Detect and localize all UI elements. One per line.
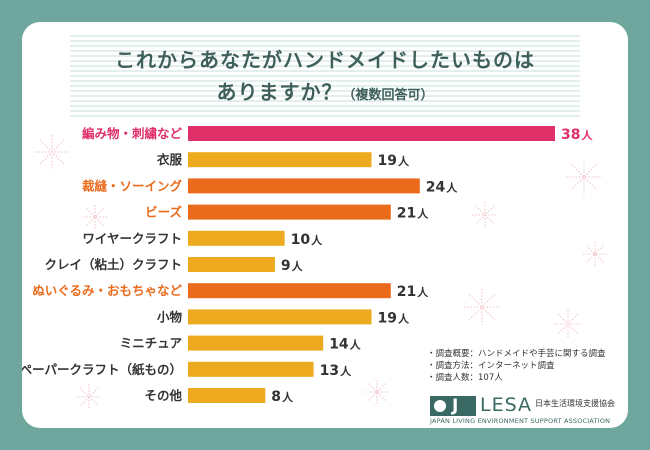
category-label: ビーズ [145, 205, 182, 220]
bar [188, 361, 314, 377]
value-unit: 人 [417, 207, 429, 221]
title-line-1: これからあなたがハンドメイドしたいものは [115, 48, 535, 72]
bar [188, 257, 275, 272]
survey-note-overview: ・調査概要：ハンドメイドや手芸に関する調査 [427, 349, 606, 359]
logo-name: LESA [480, 394, 533, 416]
snowflake-icon [35, 135, 69, 169]
logo-letter: J [452, 396, 459, 416]
value-unit: 人 [311, 233, 323, 247]
category-label: ミニチュア [120, 336, 182, 351]
snowflake-icon [566, 159, 602, 195]
bar [188, 152, 372, 168]
title-box: これからあなたがハンドメイドしたいものは ありますか？（複数回答可） [70, 32, 580, 118]
bar [188, 204, 391, 220]
value-number: 19 [378, 310, 397, 326]
value-label: 24人 [426, 179, 458, 195]
value-label: 38人 [561, 127, 593, 143]
category-label: その他 [144, 388, 182, 403]
value-number: 38 [561, 127, 580, 143]
snowflake-icon [464, 289, 500, 325]
bar [188, 126, 555, 141]
category-label: ペーパークラフト（紙もの） [22, 362, 182, 377]
value-label: 9人 [281, 258, 304, 274]
value-number: 8 [271, 389, 281, 405]
bar [188, 178, 420, 194]
value-label: 14人 [329, 337, 361, 353]
bar [188, 309, 372, 325]
bar [188, 283, 391, 299]
value-number: 19 [378, 153, 397, 169]
category-label: 小物 [156, 309, 183, 324]
value-unit: 人 [398, 154, 410, 168]
title-line-2: ありますか？（複数回答可） [70, 76, 580, 105]
value-number: 21 [397, 284, 416, 300]
jlesa-logo: J LESA 日本生活環境支援協会 JAPAN LIVING ENVIRONME… [427, 394, 627, 426]
value-number: 24 [426, 179, 446, 195]
bar [188, 230, 285, 246]
logo-japanese-name: 日本生活環境支援協会 [535, 399, 615, 408]
logo-circle-icon [434, 400, 446, 412]
value-label: 10人 [291, 232, 323, 248]
value-unit: 人 [292, 259, 304, 273]
snowflake-icon [83, 205, 107, 229]
category-label: 衣服 [157, 152, 183, 167]
value-unit: 人 [350, 338, 362, 352]
snowflake-icon [554, 310, 582, 338]
category-label: ぬいぐるみ・おもちゃなど [32, 283, 182, 298]
category-label: クレイ（粘土）クラフト [44, 257, 182, 272]
value-unit: 人 [581, 128, 593, 142]
survey-notes: ・調査概要：ハンドメイドや手芸に関する調査 ・調査方法：インターネット調査 ・調… [427, 348, 627, 384]
survey-note-method: ・調査方法：インターネット調査 [427, 361, 555, 371]
title-note: （複数回答可） [342, 88, 434, 103]
logo-english-name: JAPAN LIVING ENVIRONMENT SUPPORT ASSOCIA… [430, 417, 611, 425]
category-label: 編み物・刺繍など [82, 126, 183, 141]
value-unit: 人 [340, 364, 352, 378]
logo-mark: J [430, 396, 476, 416]
survey-note-count: ・調査人数：107人 [427, 373, 503, 383]
snowflake-icon [472, 202, 498, 228]
value-number: 13 [320, 363, 339, 379]
category-label: 裁縫・ソーイング [82, 178, 183, 193]
category-label: ワイヤークラフト [82, 231, 182, 246]
value-label: 21人 [397, 284, 429, 300]
snowflake-icon [583, 242, 607, 266]
value-label: 21人 [397, 206, 429, 222]
value-label: 13人 [320, 363, 352, 379]
snowflake-icon [365, 380, 389, 404]
bar [188, 335, 324, 351]
value-number: 21 [397, 206, 416, 222]
value-unit: 人 [417, 285, 429, 299]
infographic-card: これからあなたがハンドメイドしたいものは ありますか？（複数回答可） 編み物・刺… [22, 22, 628, 428]
bar [188, 388, 266, 403]
value-unit: 人 [282, 390, 294, 404]
value-number: 10 [291, 232, 311, 248]
value-label: 19人 [378, 310, 410, 326]
snowflake-icon [76, 384, 102, 410]
value-label: 19人 [378, 153, 410, 169]
title-line-2-text: ありますか？ [216, 80, 343, 104]
value-label: 8人 [271, 389, 294, 405]
value-number: 9 [281, 258, 291, 274]
value-unit: 人 [446, 180, 458, 194]
value-number: 14 [329, 337, 349, 353]
snowflake-decorations [35, 135, 607, 410]
value-unit: 人 [398, 311, 410, 325]
